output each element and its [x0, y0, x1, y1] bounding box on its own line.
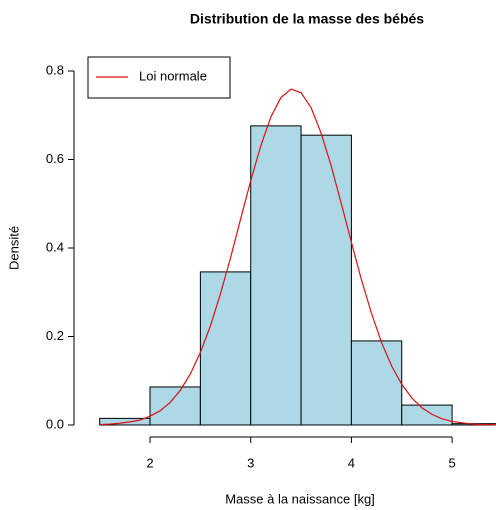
y-tick-label: 0.4 [46, 239, 64, 254]
bar [199, 271, 252, 426]
density-curve [99, 88, 496, 426]
y-axis-label: Densité [6, 226, 21, 270]
y-tick-label: 0.8 [46, 62, 64, 77]
x-axis-label: Masse à la naissance [kg] [225, 491, 375, 506]
legend-label: Loi normale [139, 68, 207, 83]
bar [300, 134, 352, 426]
y-tick-label: 0.2 [46, 328, 64, 343]
bar [149, 386, 201, 426]
x-tick-label: 2 [146, 455, 153, 470]
plot-area [99, 88, 496, 426]
y-tick-label: 0.6 [46, 151, 64, 166]
x-tick-label: 5 [448, 455, 455, 470]
y-tick-label: 0.0 [46, 416, 64, 431]
x-tick-label: 3 [247, 455, 254, 470]
bar [401, 404, 453, 426]
chart-title: Distribution de la masse des bébés [190, 11, 424, 27]
bar [250, 125, 302, 426]
bar [350, 340, 403, 426]
x-tick-label: 4 [348, 455, 355, 470]
